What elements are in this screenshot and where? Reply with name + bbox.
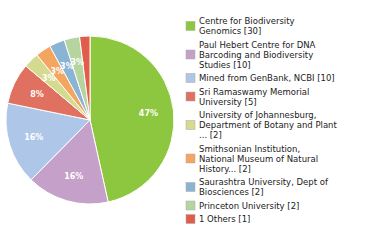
legend-item: Smithsonian Institution,National Museum … — [186, 144, 318, 174]
legend-swatch — [186, 92, 195, 101]
legend-swatch — [186, 74, 195, 83]
legend-label: Sri Ramaswamy MemorialUniversity [5] — [199, 87, 309, 107]
legend-label: Princeton University [2] — [199, 201, 299, 211]
legend-label: Paul Hebert Centre for DNABarcoding and … — [199, 40, 316, 70]
legend-swatch — [186, 121, 195, 130]
legend-label-line: Biosciences [2] — [199, 187, 264, 197]
legend-swatch — [186, 183, 195, 192]
legend-label-line: 1 Others [1] — [199, 214, 250, 224]
data-label: 16% — [64, 172, 83, 181]
legend-item: Princeton University [2] — [186, 201, 299, 211]
legend-label-line: Genomics [30] — [199, 26, 261, 36]
legend-label-line: University [5] — [199, 97, 257, 107]
legend-item: University of Johannesburg,Department of… — [186, 110, 338, 140]
legend-label-line: Department of Botany and Plant — [199, 120, 338, 130]
legend-item: 1 Others [1] — [186, 214, 250, 224]
legend-label-line: National Museum of Natural — [199, 154, 318, 164]
legend-label-line: University of Johannesburg, — [199, 110, 316, 120]
legend-swatch — [186, 215, 195, 224]
data-label: 47% — [139, 109, 158, 118]
legend-swatch — [186, 50, 195, 59]
legend-label-line: Princeton University [2] — [199, 201, 299, 211]
data-label: 3% — [71, 58, 85, 67]
slice — [64, 37, 90, 120]
legend-label-line: Studies [10] — [199, 60, 251, 70]
data-label: 16% — [24, 133, 43, 142]
legend-swatch — [186, 154, 195, 163]
legend: Centre for BiodiversityGenomics [30] Paul… — [186, 16, 338, 224]
legend-label: University of Johannesburg,Department of… — [199, 110, 338, 140]
data-label: 8% — [30, 90, 44, 99]
legend-label: Centre for BiodiversityGenomics [30] — [199, 16, 295, 36]
legend-label: 1 Others [1] — [199, 214, 250, 224]
legend-label: Saurashtra University, Dept ofBioscience… — [199, 177, 329, 197]
legend-label-line: Barcoding and Biodiversity — [199, 50, 313, 60]
pie — [6, 36, 174, 204]
legend-label: Smithsonian Institution,National Museum … — [199, 144, 318, 174]
slice — [80, 36, 90, 120]
legend-label-line: Saurashtra University, Dept of — [199, 177, 329, 187]
legend-item: Mined from GenBank, NCBI [10] — [186, 73, 335, 83]
legend-label: Mined from GenBank, NCBI [10] — [199, 73, 335, 83]
chart: 47%16%16%8%3%3%3%3%Centre for Biodiversi… — [0, 0, 380, 240]
legend-label-line: Mined from GenBank, NCBI [10] — [199, 73, 335, 83]
legend-label-line: ... [2] — [199, 130, 222, 140]
legend-item: Paul Hebert Centre for DNABarcoding and … — [186, 40, 316, 70]
legend-item: Sri Ramaswamy MemorialUniversity [5] — [186, 87, 309, 107]
legend-swatch — [186, 22, 195, 31]
data-labels: 47%16%16%8%3%3%3%3% — [24, 58, 158, 181]
legend-swatch — [186, 201, 195, 210]
legend-label-line: Centre for Biodiversity — [199, 16, 295, 26]
legend-label-line: Sri Ramaswamy Memorial — [199, 87, 309, 97]
legend-label-line: History... [2] — [199, 164, 251, 174]
legend-label-line: Smithsonian Institution, — [199, 144, 300, 154]
legend-item: Centre for BiodiversityGenomics [30] — [186, 16, 295, 36]
legend-label-line: Paul Hebert Centre for DNA — [199, 40, 316, 50]
legend-item: Saurashtra University, Dept ofBioscience… — [186, 177, 329, 197]
